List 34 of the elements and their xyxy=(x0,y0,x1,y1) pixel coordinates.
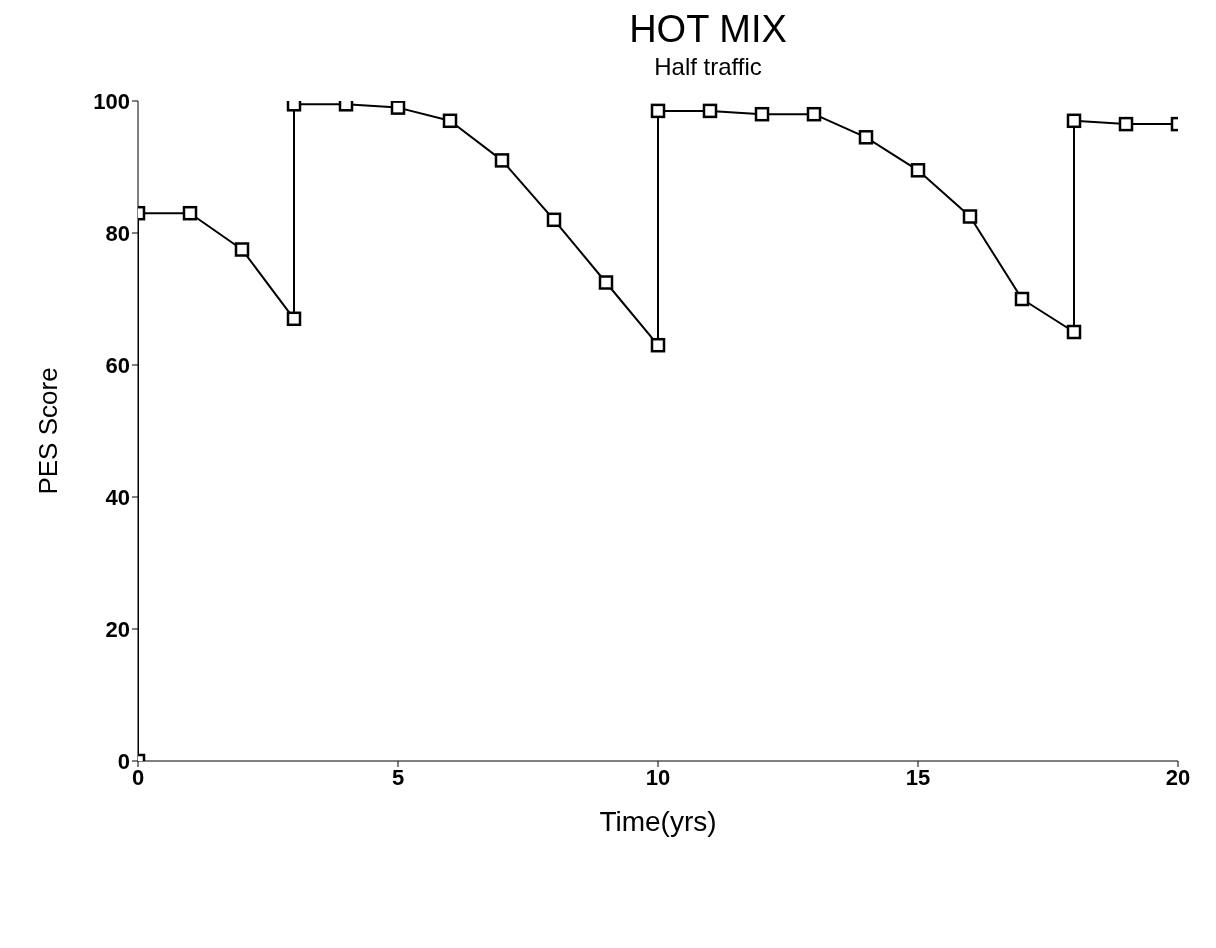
point xyxy=(806,106,822,122)
point xyxy=(182,205,198,221)
y-tick-label: 0 xyxy=(117,748,130,774)
x-tick-label: 10 xyxy=(645,764,671,790)
point xyxy=(702,103,718,119)
y-tick-label: 20 xyxy=(105,616,130,642)
point xyxy=(754,106,770,122)
point xyxy=(390,101,406,115)
y-tick-label: 100 xyxy=(93,88,130,114)
x-tick-label: 15 xyxy=(905,764,931,790)
point xyxy=(1066,324,1082,340)
chart-title: HOT MIX xyxy=(628,8,788,51)
chart-subtitle: Half traffic xyxy=(653,53,763,81)
point xyxy=(546,212,562,228)
point xyxy=(910,163,926,178)
point xyxy=(598,275,614,290)
point xyxy=(442,113,458,129)
point xyxy=(650,337,666,353)
point xyxy=(1066,113,1082,129)
y-axis-title: PES Score xyxy=(33,367,64,495)
y-tick-label: 60 xyxy=(105,352,130,378)
x-tick-label: 20 xyxy=(1165,764,1191,790)
point xyxy=(650,103,666,119)
point xyxy=(858,130,874,145)
point xyxy=(1014,291,1030,307)
x-tick-label: 5 xyxy=(391,764,405,790)
y-tick-label: 80 xyxy=(105,220,130,246)
point xyxy=(962,209,978,224)
point xyxy=(494,153,510,168)
point xyxy=(286,311,302,327)
point xyxy=(234,242,250,257)
point xyxy=(1118,116,1134,132)
y-tick-label: 40 xyxy=(105,484,130,510)
x-axis-title: Time(yrs) xyxy=(599,806,717,837)
